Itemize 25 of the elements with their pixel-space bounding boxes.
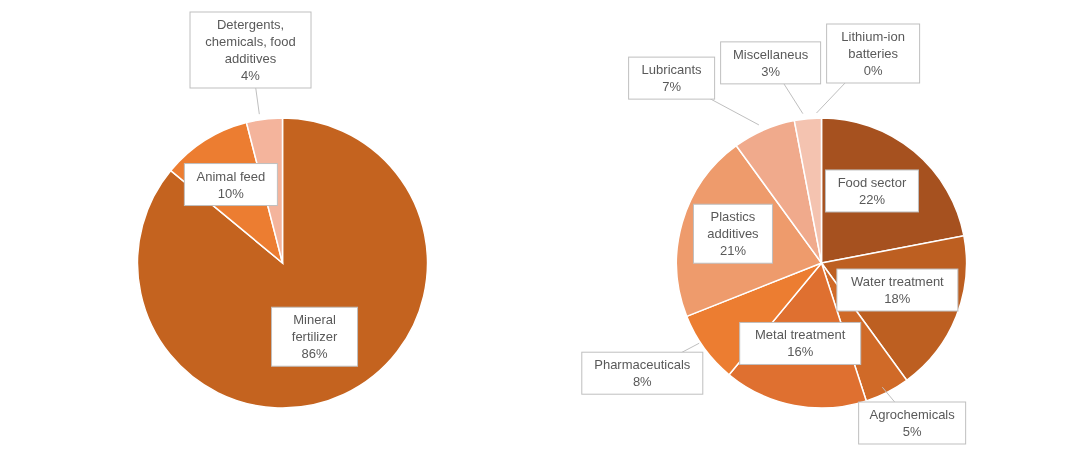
data-label: 3% (761, 63, 781, 79)
slice-label: Animal feed (196, 168, 266, 184)
text: 0% (863, 63, 883, 78)
data-label: 22% (858, 191, 886, 207)
slice-label: Water treatment (851, 274, 945, 290)
data-label: 86% (301, 346, 328, 362)
slice-label: Metal treatment (755, 327, 846, 343)
data-label: 4% (241, 68, 261, 83)
slice-label: Agrochemicals (869, 407, 956, 422)
slice-label: Lubricants (641, 62, 703, 78)
data-label: 18% (884, 291, 911, 307)
data-label: 8% (632, 374, 653, 390)
data-label: 16% (787, 344, 814, 360)
data-label: 21% (719, 243, 747, 259)
pie-slice (136, 117, 429, 409)
slice-label: Mineral fertilizer (291, 312, 338, 345)
data-label: 10% (217, 185, 245, 201)
slice-label: Pharmaceuticals (594, 357, 691, 373)
slice-label: Miscellaneus (733, 46, 809, 62)
data-label: 5% (902, 424, 922, 439)
slice-label: Detergents, chemicals, food additives (205, 17, 296, 66)
category-label: Lithium-ion batteries (841, 29, 905, 61)
slice-label: Food sector (837, 174, 907, 190)
data-label: 7% (662, 79, 682, 95)
slice-label: Plastics additives (707, 209, 760, 242)
